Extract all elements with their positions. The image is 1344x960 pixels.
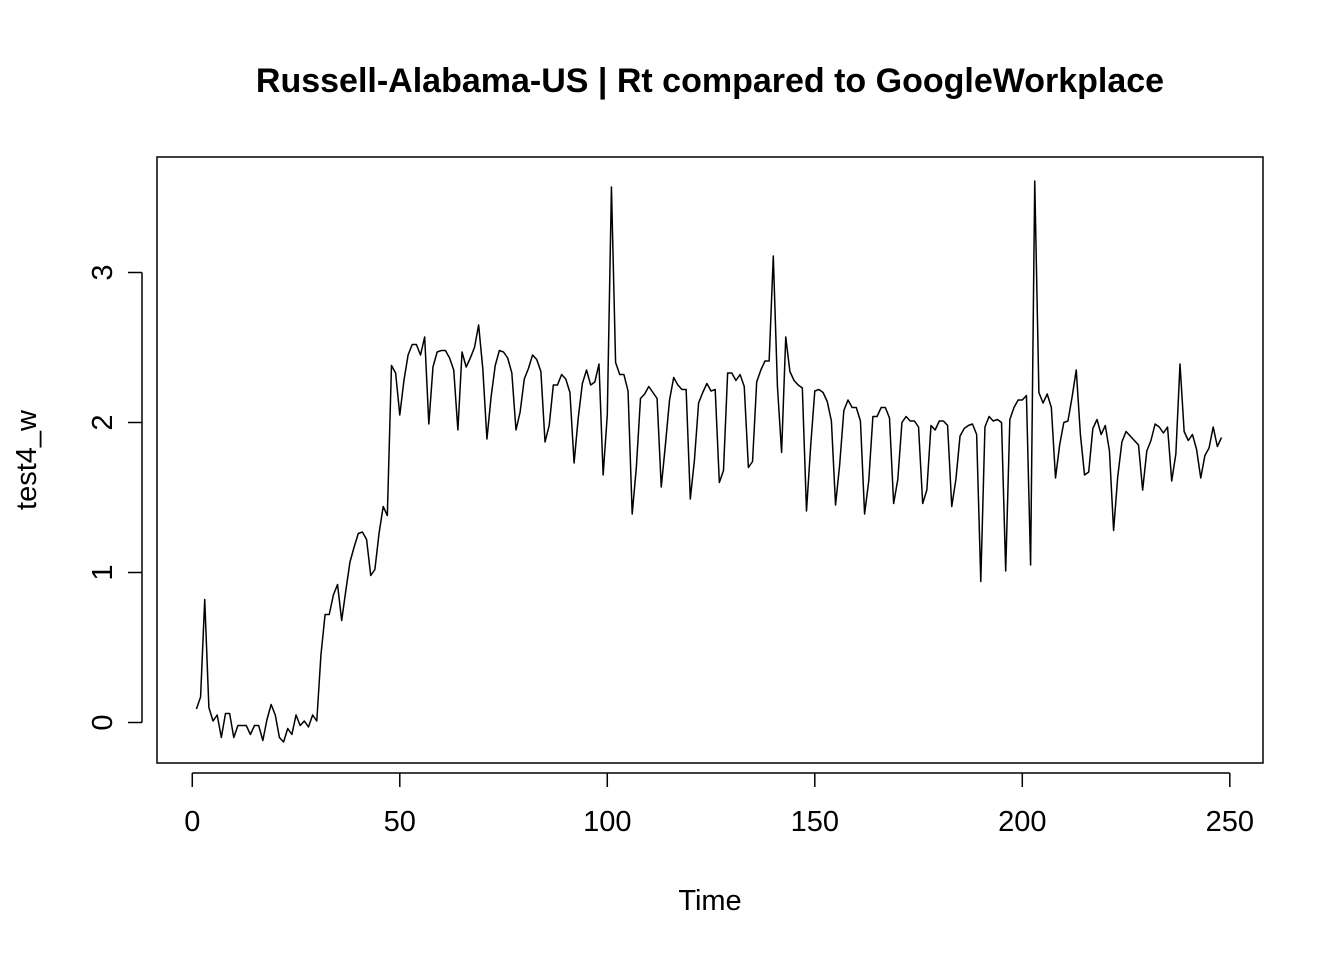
y-tick-label: 0	[87, 714, 119, 730]
x-tick-label: 200	[998, 806, 1046, 838]
x-axis-label: Time	[678, 885, 741, 917]
y-axis-label: test4_w	[11, 409, 43, 510]
y-axis: 0 1 2 3	[87, 264, 143, 731]
x-tick-label: 50	[384, 806, 416, 838]
x-tick-label: 100	[583, 806, 631, 838]
y-tick-label: 1	[87, 564, 119, 580]
plot-area	[156, 156, 1264, 764]
x-tick-label: 250	[1206, 806, 1254, 838]
x-tick-label: 150	[791, 806, 839, 838]
x-axis: 0 50 100 150 200 250	[184, 772, 1254, 838]
series-line	[195, 180, 1223, 743]
x-tick-label: 0	[184, 806, 200, 838]
chart-title: Russell-Alabama-US | Rt compared to Goog…	[256, 62, 1164, 100]
y-tick-label: 3	[87, 264, 119, 280]
y-tick-label: 2	[87, 414, 119, 430]
